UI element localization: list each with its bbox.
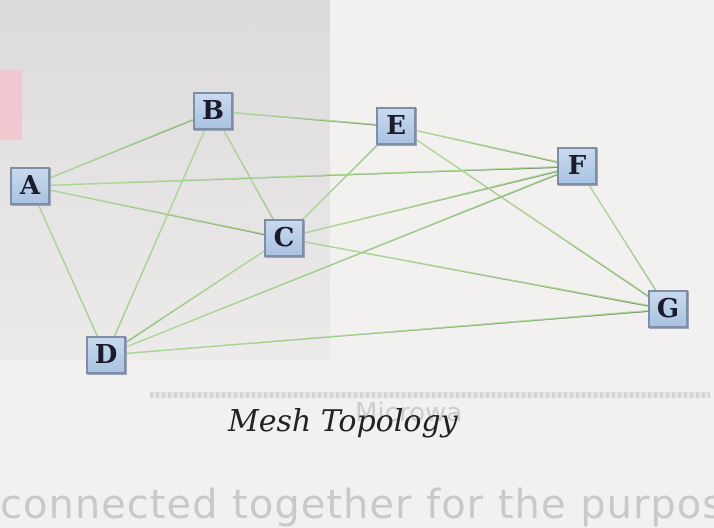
edge-line bbox=[283, 165, 578, 239]
node-c: C bbox=[264, 219, 304, 257]
edge-line bbox=[29, 185, 107, 356]
edge-a-f bbox=[29, 165, 578, 187]
edge-line bbox=[29, 110, 214, 187]
edge-line bbox=[29, 185, 285, 239]
edge-e-f bbox=[395, 125, 578, 168]
node-a: A bbox=[10, 167, 50, 205]
node-f: F bbox=[557, 147, 597, 185]
background-color-patch bbox=[0, 70, 22, 140]
edge-a-c bbox=[29, 185, 285, 240]
edge-b-c bbox=[212, 110, 285, 240]
edge-line bbox=[105, 165, 578, 356]
edge-line bbox=[576, 165, 669, 310]
edge-b-d bbox=[105, 110, 214, 357]
node-label: C bbox=[273, 223, 295, 253]
edge-d-f bbox=[105, 165, 578, 356]
background-text-top: Microwa bbox=[355, 398, 463, 428]
node-label: A bbox=[19, 171, 41, 201]
edge-f-g bbox=[576, 165, 669, 311]
edge-line bbox=[105, 308, 669, 356]
node-label: G bbox=[656, 294, 680, 324]
node-d: D bbox=[86, 336, 126, 374]
node-label: D bbox=[94, 340, 118, 370]
node-e: E bbox=[376, 107, 416, 145]
diagram-caption: Mesh Topology bbox=[228, 404, 458, 439]
edge-c-g bbox=[283, 237, 669, 311]
edge-c-f bbox=[283, 165, 578, 239]
edge-a-b bbox=[29, 110, 214, 187]
edge-d-g bbox=[105, 308, 669, 356]
node-label: B bbox=[202, 96, 224, 126]
edge-c-d bbox=[105, 237, 285, 357]
node-g: G bbox=[648, 290, 688, 328]
edge-line bbox=[105, 237, 285, 356]
edge-line bbox=[395, 125, 578, 167]
background-photo-shade bbox=[0, 0, 330, 360]
edge-line bbox=[283, 237, 669, 310]
node-label: E bbox=[386, 111, 406, 141]
node-b: B bbox=[193, 92, 233, 130]
edge-e-g bbox=[395, 125, 669, 311]
edge-line bbox=[105, 110, 214, 356]
edge-line bbox=[212, 110, 397, 127]
background-text-bottom: connected together for the purpose bbox=[0, 482, 714, 528]
edge-line bbox=[212, 110, 285, 239]
edge-line bbox=[395, 125, 669, 310]
background-dotted-strip bbox=[150, 392, 710, 398]
node-label: F bbox=[567, 151, 587, 181]
edge-b-e bbox=[212, 110, 397, 128]
edge-a-d bbox=[29, 185, 107, 357]
edge-line bbox=[29, 165, 578, 187]
